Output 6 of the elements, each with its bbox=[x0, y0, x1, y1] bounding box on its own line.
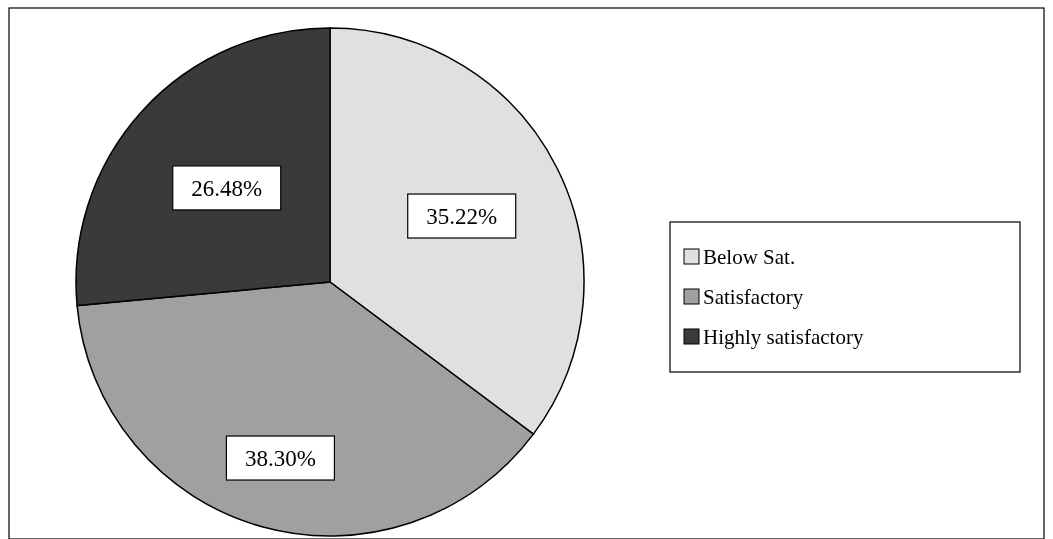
data-label: 38.30% bbox=[244, 446, 316, 472]
legend-label: Highly satisfactory bbox=[703, 325, 864, 349]
legend-label: Satisfactory bbox=[703, 285, 804, 309]
legend-label: Below Sat. bbox=[703, 245, 796, 269]
data-label: 26.48% bbox=[191, 175, 263, 201]
data-label: 35.22% bbox=[426, 204, 498, 230]
